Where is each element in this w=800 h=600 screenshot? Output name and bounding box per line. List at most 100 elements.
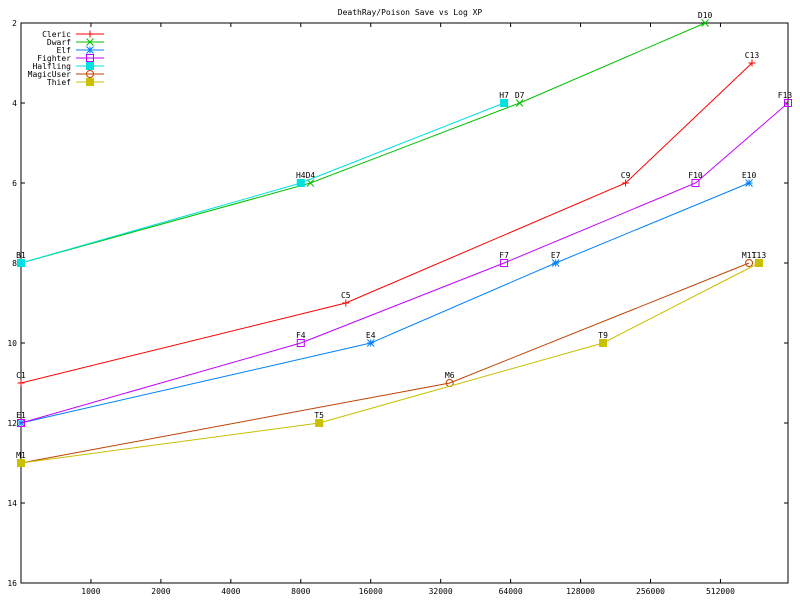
x-tick-label-3: 8000: [291, 587, 310, 596]
point-label-dwarf-1: D4: [306, 171, 316, 180]
point-label-cleric-3: C13: [745, 51, 760, 60]
legend: ClericDwarfElfFighterHalflingMagicUserTh…: [28, 30, 104, 87]
point-label-halfling-2: H7: [499, 91, 509, 100]
series-layer: C1C5C9C13B1D4D7D10E1E4E7E10F4F7F10F13H4H…: [16, 11, 792, 467]
legend-label-magicuser: MagicUser: [28, 70, 72, 79]
x-tick-label-9: 512000: [706, 587, 735, 596]
point-fighter-3: [691, 179, 700, 187]
legend-marker-cleric: [86, 30, 94, 38]
point-label-halfling-1: H4: [296, 171, 306, 180]
series-line-thief: [20, 262, 760, 464]
point-label-fighter-3: F10: [688, 171, 703, 180]
point-halfling-1: [296, 179, 305, 187]
legend-label-halfling: Halfling: [32, 62, 71, 71]
x-tick-label-5: 32000: [429, 587, 453, 596]
point-label-dwarf-0: B1: [16, 251, 26, 260]
point-label-thief-2: T9: [598, 331, 608, 340]
point-thief-0: [17, 459, 25, 467]
point-label-elf-0: E1: [16, 411, 26, 420]
point-cleric-3: [748, 59, 756, 67]
y-tick-label-7: 16: [7, 579, 17, 588]
point-thief-2: [599, 339, 608, 347]
y-tick-label-4: 10: [7, 339, 17, 348]
point-label-cleric-1: C5: [341, 291, 351, 300]
point-cleric-2: [622, 179, 630, 187]
legend-entry-fighter: Fighter: [37, 54, 104, 63]
series-line-elf: [20, 182, 750, 424]
point-cleric-0: [17, 379, 25, 387]
legend-marker-elf: [86, 46, 94, 54]
x-tick-label-1: 2000: [151, 587, 170, 596]
y-tick-label-3: 8: [12, 259, 17, 268]
y-axis: 2 4 6 8 10 12 14 16: [7, 19, 788, 588]
point-label-magicuser-0: M1: [16, 451, 26, 460]
point-fighter-1: [296, 339, 305, 347]
point-label-cleric-0: C1: [16, 371, 26, 380]
legend-entry-cleric: Cleric: [42, 30, 104, 39]
chart-title: DeathRay/Poison Save vs Log XP: [338, 8, 483, 17]
x-tick-label-2: 4000: [221, 587, 240, 596]
point-label-elf-1: E4: [366, 331, 376, 340]
point-fighter-4: [784, 99, 792, 107]
point-label-magicuser-2: M11: [742, 251, 757, 260]
point-label-thief-3: T13: [752, 251, 767, 260]
point-thief-3: [754, 259, 763, 267]
y-tick-label-5: 12: [7, 419, 17, 428]
point-halfling-2: [500, 99, 509, 107]
x-tick-label-0: 1000: [81, 587, 100, 596]
series-line-fighter: [20, 102, 789, 424]
series-line-dwarf: [20, 22, 706, 264]
plot-frame: [20, 22, 789, 584]
series-dwarf: B1 D4 D7 D10: [16, 11, 713, 267]
legend-marker-fighter: [86, 54, 94, 62]
point-halfling-0: [17, 259, 25, 267]
legend-label-dwarf: Dwarf: [47, 38, 71, 47]
point-elf-2: [551, 259, 560, 267]
series-halfling: H4 H7: [17, 91, 509, 267]
x-tick-label-4: 16000: [359, 587, 383, 596]
point-fighter-0: [17, 419, 25, 427]
x-tick-label-8: 256000: [636, 587, 665, 596]
y-tick-label-0: 2: [12, 19, 17, 28]
y-tick-label-6: 14: [7, 499, 17, 508]
series-cleric: C1 C5 C9 C13: [16, 51, 759, 387]
legend-entry-dwarf: Dwarf: [47, 38, 104, 47]
point-label-dwarf-2: D7: [515, 91, 525, 100]
point-label-magicuser-1: M6: [445, 371, 455, 380]
point-label-dwarf-3: D10: [698, 11, 713, 20]
legend-marker-thief: [86, 78, 94, 86]
y-tick-label-1: 4: [12, 99, 17, 108]
point-elf-3: [745, 179, 753, 187]
legend-marker-dwarf: [86, 38, 94, 46]
point-dwarf-3: [701, 19, 710, 27]
point-fighter-2: [500, 259, 509, 267]
point-label-fighter-1: F4: [296, 331, 306, 340]
legend-marker-magicuser: [86, 70, 94, 78]
legend-entry-elf: Elf: [57, 46, 104, 55]
point-cleric-1: [342, 299, 350, 307]
x-tick-label-7: 128000: [566, 587, 595, 596]
y-tick-label-2: 6: [12, 179, 17, 188]
series-line-magicuser: [20, 262, 750, 464]
x-tick-label-6: 64000: [499, 587, 523, 596]
legend-entry-thief: Thief: [47, 78, 104, 87]
point-elf-1: [366, 339, 375, 347]
point-label-fighter-4: F13: [778, 91, 793, 100]
series-line-cleric: [20, 62, 753, 384]
legend-entry-halfling: Halfling: [32, 62, 104, 71]
series-line-halfling: [20, 102, 505, 264]
legend-label-elf: Elf: [57, 46, 72, 55]
legend-label-fighter: Fighter: [37, 54, 71, 63]
point-dwarf-2: [515, 99, 524, 107]
legend-marker-halfling: [86, 62, 94, 70]
point-label-elf-3: E10: [742, 171, 757, 180]
series-magicuser: M1 M6 M11: [16, 251, 756, 467]
legend-label-cleric: Cleric: [42, 30, 71, 39]
point-label-thief-1: T5: [314, 411, 324, 420]
series-fighter: F4 F7 F10 F13: [17, 91, 793, 427]
point-magicuser-2: [745, 259, 754, 267]
point-label-fighter-2: F7: [499, 251, 509, 260]
x-axis: 1000 2000 4000 8000 16000 32000 64000 128000 256…: [81, 23, 735, 596]
point-label-elf-2: E7: [551, 251, 561, 260]
